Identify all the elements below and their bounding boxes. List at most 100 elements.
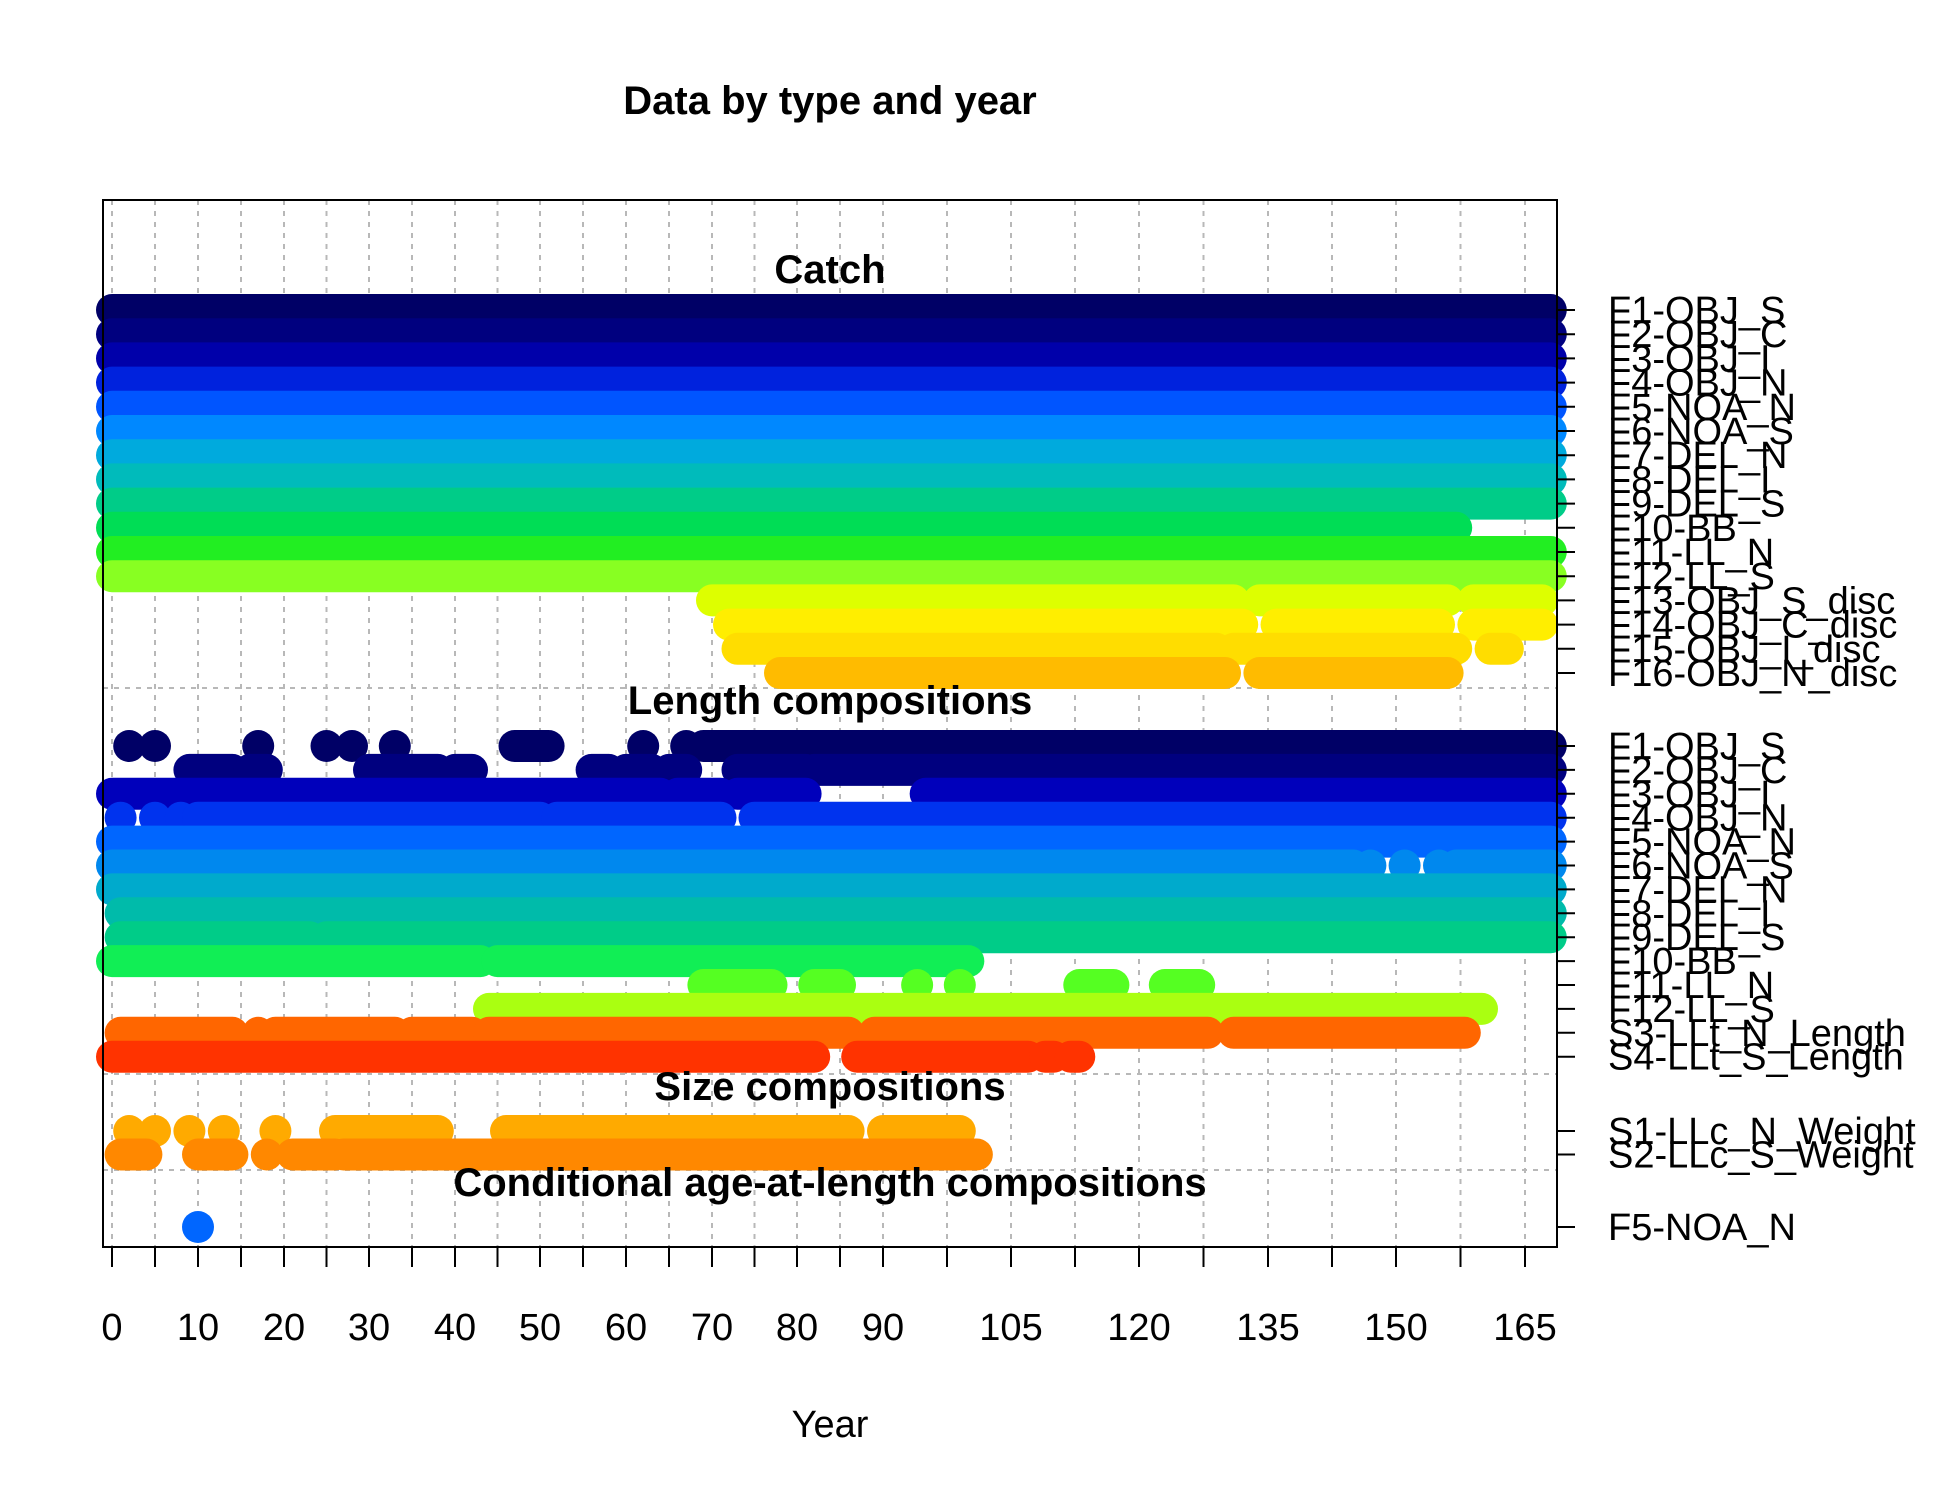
series-s4-llt-s-length (96, 1040, 1096, 1073)
data-bar (1457, 608, 1559, 641)
x-tick-label: 70 (691, 1307, 733, 1349)
series-f6-noa-s (96, 415, 1567, 447)
data-bar (96, 463, 1567, 496)
x-tick-label: 165 (1493, 1307, 1556, 1349)
series-s2-llc-s-weight (104, 1138, 993, 1171)
x-tick-label: 150 (1364, 1307, 1427, 1349)
data-bar (1217, 1016, 1481, 1049)
data-bar (96, 511, 1473, 544)
x-tick-label: 10 (177, 1307, 219, 1349)
data-bar (1054, 1040, 1096, 1073)
x-tick-label: 90 (862, 1307, 904, 1349)
x-tick-label: 135 (1236, 1307, 1299, 1349)
series-f5-noa-n (96, 390, 1567, 423)
y-tick-label: F4-OBJ_N (1608, 363, 1787, 405)
y-tick-label: F11-LL_N (1608, 532, 1774, 574)
y-tick-label: F3-OBJ_I (1608, 338, 1771, 380)
panel-title-catch: Catch (774, 248, 885, 292)
data-bar (481, 945, 985, 978)
data-bar (1243, 584, 1464, 617)
x-tick-label: 30 (348, 1307, 390, 1349)
y-tick-label: F9-DEL_S (1608, 484, 1785, 526)
data-bar (96, 415, 1567, 447)
data-bar (336, 730, 368, 762)
data-bar (96, 366, 1567, 399)
data-bar (327, 1138, 993, 1171)
y-tick-label: F9-DEL_S (1608, 917, 1785, 959)
y-tick-label: F1-OBJ_S (1608, 726, 1785, 768)
y-tick-label: F5-NOA_N (1608, 1207, 1796, 1249)
series-f13-obj-s-disc (696, 584, 1559, 617)
series-f5-noa-n (182, 1211, 214, 1243)
series-f3-obj-i (96, 342, 1567, 375)
data-bar (113, 730, 146, 762)
data-bar (1260, 608, 1455, 641)
y-tick-label: F3-OBJ_I (1608, 774, 1771, 816)
y-tick-label: S4-LLt_S_Length (1608, 1037, 1904, 1079)
y-axis-right: F1-OBJ_SF2-OBJ_CF3-OBJ_IF4-OBJ_NF5-NOA_N… (1557, 290, 1916, 1249)
series-f16-obj-n-disc (764, 657, 1464, 689)
data-bar (96, 536, 1567, 568)
x-tick-label: 50 (519, 1307, 561, 1349)
data-bar (96, 560, 1567, 593)
y-tick-label: F15-OBJ_I_disc (1608, 629, 1880, 671)
y-tick-label: F6-NOA_S (1608, 411, 1794, 453)
data-bar (1217, 632, 1473, 665)
y-tick-label: F8-DEL_I (1608, 893, 1771, 935)
series-f9-del-s (96, 487, 1567, 520)
x-tick-label: 0 (101, 1307, 122, 1349)
data-bar (1457, 584, 1559, 617)
x-tick-label: 105 (979, 1307, 1042, 1349)
y-tick-label: F8-DEL_I (1608, 459, 1771, 501)
y-tick-label: S3-LLt_N_Length (1608, 1013, 1906, 1055)
x-axis: 0 10 20 30 40 50 60 70 80 90 105 120 135 150 165 (101, 1246, 1557, 1349)
y-tick-label: F5-NOA_N (1608, 822, 1796, 864)
data-bar (96, 294, 1567, 326)
series-f15-obj-i-disc (721, 632, 1524, 665)
x-tick-label: 60 (605, 1307, 647, 1349)
series-f4-obj-n (96, 366, 1567, 399)
y-tick-label: F5-NOA_N (1608, 387, 1796, 429)
y-tick-label: F12-LL_S (1608, 989, 1775, 1031)
x-tick-label: 80 (776, 1307, 818, 1349)
y-tick-label: F2-OBJ_C (1608, 750, 1787, 792)
panel-titles: Catch Length compositions Size composition… (453, 248, 1206, 1205)
data-bar (498, 730, 565, 762)
y-tick-label: F10-BB (1608, 941, 1737, 983)
x-axis-title: Year (792, 1404, 869, 1446)
series-f8-del-i (96, 463, 1567, 496)
data-bar (96, 945, 497, 978)
series-f1-obj-s (96, 294, 1567, 326)
y-tick-label: F12-LL_S (1608, 556, 1775, 598)
series-f14-obj-c-disc (713, 608, 1559, 641)
series-f10-bb (96, 511, 1473, 544)
data-bar (250, 1138, 283, 1171)
data-bar (713, 608, 1259, 641)
data-bar (1243, 657, 1464, 689)
y-tick-label: F2-OBJ_C (1608, 314, 1787, 356)
y-tick-label: F11-LL_N (1608, 965, 1774, 1007)
data-bar (139, 730, 171, 762)
data-bar (1474, 632, 1524, 665)
y-tick-label: F4-OBJ_N (1608, 798, 1787, 840)
data-bar (841, 1040, 1045, 1073)
data-bar (721, 632, 1233, 665)
y-tick-label: S2-LLc_S_Weight (1608, 1135, 1914, 1177)
data-bar (764, 657, 1241, 689)
data-bar (696, 584, 1250, 617)
data-bar (96, 342, 1567, 375)
panel-title-conditional-age-at-length-compositions: Conditional age-at-length compositions (453, 1161, 1206, 1205)
x-tick-label: 120 (1107, 1307, 1170, 1349)
y-tick-label: F7-DEL_N (1608, 435, 1788, 477)
x-tick-label: 20 (263, 1307, 305, 1349)
y-tick-label: F7-DEL_N (1608, 869, 1788, 911)
data-bar (96, 390, 1567, 423)
series-f2-obj-c (96, 318, 1567, 351)
data-bar (310, 730, 343, 762)
data-bar (182, 1211, 214, 1243)
series-f10-bb (96, 945, 985, 978)
y-tick-label: F13-OBJ_S_disc (1608, 580, 1895, 622)
series-f7-del-n (96, 439, 1567, 472)
data-bar (96, 439, 1567, 472)
y-tick-label: F14-OBJ_C_disc (1608, 605, 1897, 647)
